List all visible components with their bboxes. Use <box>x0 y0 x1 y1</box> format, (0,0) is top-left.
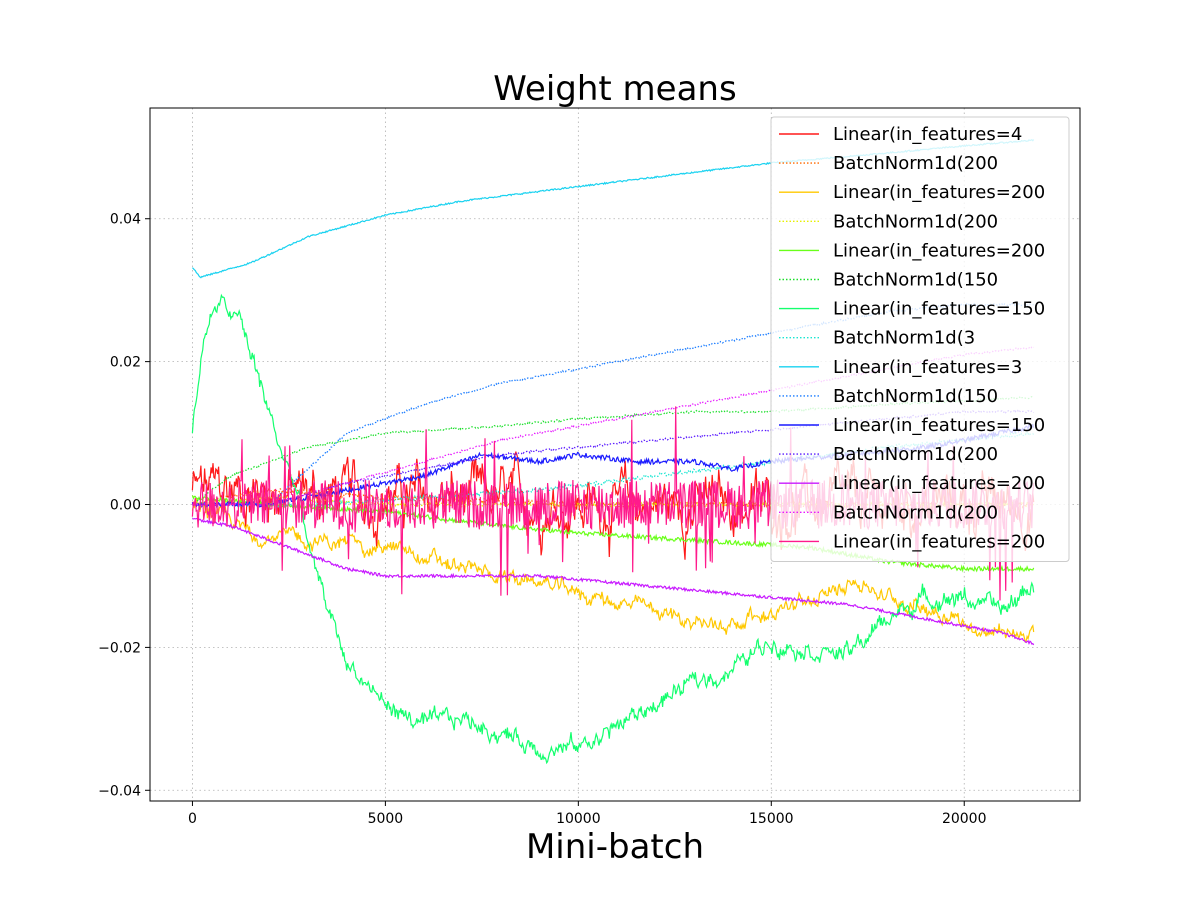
y-tick-label: −0.02 <box>98 640 141 656</box>
series-line <box>191 409 1035 507</box>
chart-title: Weight means <box>493 69 736 109</box>
legend-entry: Linear(in_features=150 <box>833 299 1045 320</box>
x-tick-label: 0 <box>188 811 197 827</box>
x-axis-label: Mini-batch <box>526 827 704 867</box>
legend-entry: BatchNorm1d(200 <box>833 153 998 174</box>
legend-entry: Linear(in_features=200 <box>833 240 1045 261</box>
y-tick-label: 0.02 <box>110 355 141 371</box>
series-line <box>192 395 1034 505</box>
legend-entry: Linear(in_features=3 <box>833 357 1022 378</box>
legend-entry: Linear(in_features=150 <box>833 415 1045 436</box>
legend-entry: Linear(in_features=200 <box>833 473 1045 494</box>
x-tick-label: 5000 <box>368 811 404 827</box>
legend-entry: Linear(in_features=200 <box>833 182 1045 203</box>
legend-entry: BatchNorm1d(150 <box>833 386 998 407</box>
x-tick-label: 15000 <box>749 811 794 827</box>
series-line <box>192 494 1035 509</box>
plot-frame <box>149 107 1081 802</box>
series-line <box>191 497 1035 644</box>
legend-box <box>770 116 1070 562</box>
legend-entry: BatchNorm1d(150 <box>833 270 998 291</box>
tick-layer: 0 5000 10000 15000 20000 −0.04 −0.02 0.00 0.02 0.… <box>98 212 986 827</box>
legend-entry: BatchNorm1d(3 <box>833 328 975 349</box>
x-tick-label: 20000 <box>942 811 987 827</box>
series-line <box>191 293 1035 765</box>
legend: Linear(in_features=4 BatchNorm1d(200 Linea… <box>770 116 1070 562</box>
legend-entry: Linear(in_features=200 <box>833 531 1045 552</box>
legend-entry: BatchNorm1d(200 <box>833 502 998 523</box>
series-line <box>192 487 1034 510</box>
legend-entry: Linear(in_features=4 <box>833 124 1022 145</box>
legend-entry: BatchNorm1d(200 <box>833 211 998 232</box>
legend-entry: BatchNorm1d(200 <box>833 444 998 465</box>
series-line <box>192 517 1035 646</box>
x-tick-label: 10000 <box>556 811 601 827</box>
y-tick-label: 0.04 <box>110 212 141 228</box>
y-tick-label: −0.04 <box>98 783 141 799</box>
y-tick-label: 0.00 <box>110 498 141 514</box>
